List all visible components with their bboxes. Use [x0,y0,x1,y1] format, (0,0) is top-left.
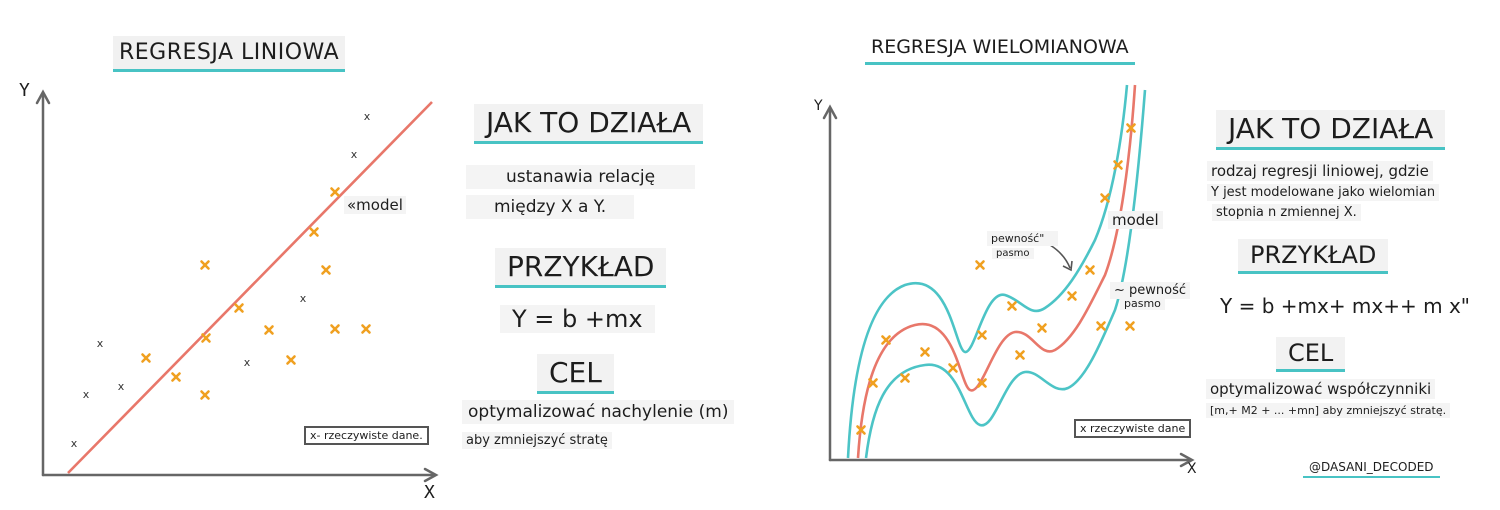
data-cross [361,324,371,334]
linear-model-line [67,101,433,474]
data-cross [1126,123,1136,133]
linear-how-line2: między X a Y. [466,195,635,219]
raw-marker: x [364,110,371,123]
raw-marker: x [351,148,358,161]
linear-example-heading: PRZYKŁAD [495,248,667,288]
data-cross [1096,321,1106,331]
linear-y-axis-label: Y [19,80,30,101]
data-cross [201,333,211,343]
poly-title: REGRESJA WIELOMIANOWA [865,32,1135,65]
data-cross [977,330,987,340]
poly-x-axis-label: X [1187,461,1197,477]
data-cross [286,355,296,365]
poly-equation: Y = b +mx+ mx++ m x" [1220,294,1470,318]
raw-marker: x [300,292,307,305]
poly-y-axis-label: Y [814,98,823,114]
poly-lower-band [864,89,1147,459]
poly-goal-heading: CEL [1276,337,1346,372]
poly-legend: x rzeczywiste dane [1074,419,1192,438]
data-cross [1100,193,1110,203]
data-cross [200,260,210,270]
linear-axes [35,89,439,483]
linear-title: REGRESJA LINIOWA [113,36,346,72]
raw-marker: x [97,337,104,350]
data-cross [948,363,958,373]
linear-goal-heading: CEL [537,354,614,394]
data-cross [330,187,340,197]
poly-band-right-line1: ~ pewność [1110,282,1191,299]
data-cross [234,303,244,313]
data-cross [1007,301,1017,311]
poly-how-heading: JAK TO DZIAŁA [1216,110,1446,150]
linear-how-line1: ustanawia relację [466,165,696,189]
poly-example-heading: PRZYKŁAD [1238,239,1389,274]
linear-goal-line1: optymalizować nachylenie (m) [462,400,735,424]
raw-marker: x [244,356,251,369]
poly-upper-band [846,84,1129,459]
data-cross [920,347,930,357]
data-cross [330,324,340,334]
linear-how-heading: JAK TO DZIAŁA [474,104,704,144]
data-cross [1085,265,1095,275]
poly-goal-line2: [m,+ M2 + ... +mn] aby zmniejszyć stratę… [1206,403,1451,418]
data-cross [321,265,331,275]
data-cross [171,372,181,382]
data-cross [1037,323,1047,333]
raw-marker: x [71,437,78,450]
data-cross [200,390,210,400]
data-cross [1067,291,1077,301]
data-cross [881,335,891,345]
data-cross [975,260,985,270]
band-arrow [1049,244,1071,269]
poly-model-curve [856,84,1137,459]
poly-axes [822,104,1195,468]
data-cross [856,425,866,435]
linear-raw-markers: x x x x x x x x [71,110,371,450]
poly-how-line3: stopnia n zmiennej X. [1212,204,1361,221]
raw-marker: x [118,380,125,393]
linear-model-label: «model [344,196,406,214]
poly-how-line2: Y jest modelowane jako wielomian [1207,184,1440,201]
linear-x-axis-label: X [424,482,435,503]
data-cross [1113,160,1123,170]
poly-band-right-line2: pasmo [1120,297,1165,310]
data-cross [868,378,878,388]
poly-band-top-line1: pewność" [987,231,1059,246]
raw-marker: x [83,388,90,401]
data-cross [264,325,274,335]
poly-model-label: model [1108,211,1163,229]
data-cross [1125,321,1135,331]
linear-legend: x- rzeczywiste dane. [304,426,429,445]
linear-data-points [141,187,371,400]
poly-goal-line1: optymalizować współczynniki [1206,379,1436,399]
data-cross [900,373,910,383]
data-cross [141,353,151,363]
poly-data-points [856,123,1136,435]
data-cross [309,227,319,237]
linear-goal-line2: aby zmniejszyć stratę [462,432,612,449]
signature: @DASANI_DECODED [1303,458,1440,478]
linear-equation: Y = b +mx [500,305,655,333]
poly-band-top-line2: pasmo [992,248,1034,259]
poly-how-line1: rodzaj regresji liniowej, gdzie [1207,161,1433,181]
band-arrow-head [1062,260,1073,272]
data-cross [1015,350,1025,360]
data-cross [977,378,987,388]
